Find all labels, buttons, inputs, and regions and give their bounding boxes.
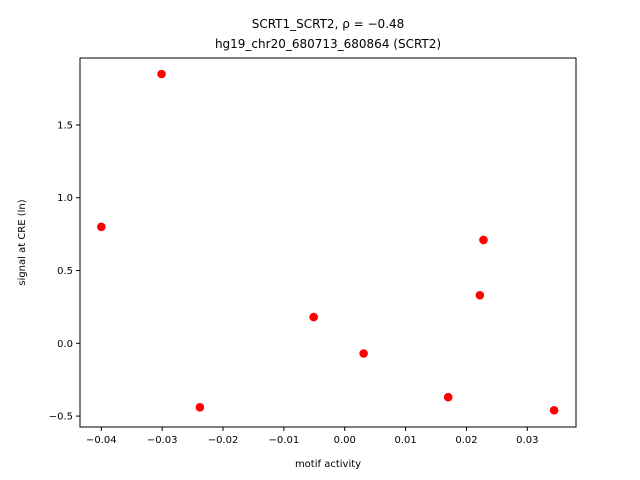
x-tick-label: −0.01 [269,435,300,446]
scatter-point [549,405,559,415]
x-tick-label: 0.00 [334,435,356,446]
x-tick-label: −0.02 [208,435,239,446]
x-tick-label: 0.03 [516,435,538,446]
x-axis-label: motif activity [295,459,361,470]
scatter-point [195,403,205,412]
x-tick-label: −0.03 [147,435,178,446]
plot-area: −0.04 −0.03 −0.02 −0.01 0.00 0.01 0.02 0.03 −0.5… [49,69,559,446]
chart-title-line1: SCRT1_SCRT2, ρ = −0.48 [252,17,405,31]
x-tick-label: 0.02 [455,435,477,446]
y-tick-label: 1.0 [57,193,73,204]
scatter-point [479,235,488,245]
y-tick-label: 0.0 [57,339,73,350]
scatter-point [475,290,485,300]
y-tick-label: −0.5 [49,412,73,423]
x-tick-label: −0.04 [86,435,117,446]
scatter-point [157,69,166,79]
y-tick-label: 1.5 [57,120,73,131]
scatter-point [443,392,453,402]
scatter-point [97,222,106,232]
x-tick-label: 0.01 [394,435,416,446]
plot-frame [79,57,577,428]
scatter-point [359,349,368,358]
y-axis-label: signal at CRE (ln) [17,199,28,285]
chart-title-line2: hg19_chr20_680713_680864 (SCRT2) [215,37,441,51]
scatter-point [309,312,318,322]
y-tick-label: 0.5 [57,266,73,277]
